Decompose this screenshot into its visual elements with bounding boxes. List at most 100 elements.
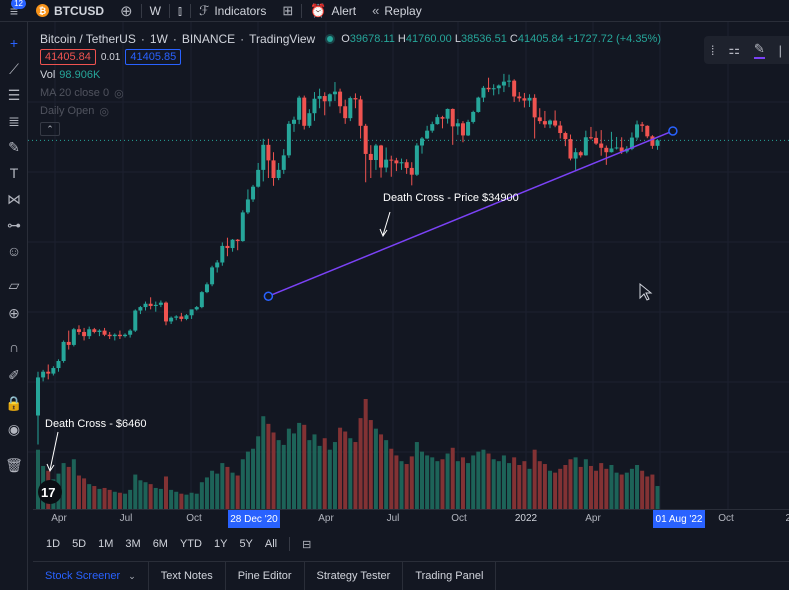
template-icon[interactable]: ⚏	[728, 42, 741, 57]
chart-legend: Bitcoin / TetherUS · 1W · BINANCE · Trad…	[40, 30, 661, 136]
volume-bar	[537, 461, 542, 509]
tab-strategy-tester[interactable]: Strategy Tester	[305, 561, 404, 590]
volume-bar	[440, 459, 445, 509]
zoom-in-icon[interactable]: ⊕	[8, 304, 20, 321]
sell-button[interactable]: 41405.84	[40, 49, 96, 65]
text-icon[interactable]: T	[9, 165, 19, 181]
layout-templates-button[interactable]: ⊞	[274, 0, 301, 22]
candle-body	[92, 329, 97, 332]
fib-icon[interactable]: ☰	[7, 86, 21, 103]
range-button-6m[interactable]: 6M	[152, 538, 168, 550]
candle-body	[317, 96, 322, 99]
tab-pine-editor[interactable]: Pine Editor	[226, 561, 305, 590]
daily-open-legend[interactable]: Daily Open ◎	[40, 102, 661, 120]
candle-body	[322, 96, 327, 102]
volume-bar	[619, 474, 624, 509]
volume-bar	[588, 465, 593, 509]
date-range-icon[interactable]: ⊟	[302, 538, 312, 551]
volume-bar	[332, 442, 337, 509]
pattern-icon[interactable]: ≣	[8, 112, 20, 129]
separator-dot: ·	[240, 32, 245, 46]
forecast-icon[interactable]: ⊶	[7, 216, 21, 233]
node-icon[interactable]: ⋈	[7, 190, 21, 207]
volume-bar	[420, 451, 424, 509]
trash-icon[interactable]: 🗑	[5, 456, 23, 473]
pencil-icon[interactable]: ✎	[753, 41, 765, 59]
eye-icon[interactable]: ◉	[7, 420, 21, 437]
eye-off-icon[interactable]: ◎	[99, 105, 110, 118]
indicators-button[interactable]: ℱ Indicators	[191, 0, 274, 22]
range-button-5y[interactable]: 5Y	[239, 538, 253, 550]
more-icon[interactable]: |	[778, 42, 783, 58]
replay-button[interactable]: « Replay	[364, 0, 430, 22]
lock-icon[interactable]: 🔒	[5, 394, 23, 411]
tab-stock-screener[interactable]: Stock Screener ⌄	[33, 561, 149, 590]
candle-body	[87, 329, 92, 337]
candle-body	[220, 245, 225, 263]
brush-icon[interactable]: ✎	[8, 138, 20, 155]
symbol-search-button[interactable]: ₿ BTCUSD	[28, 0, 112, 22]
tab-text-notes[interactable]: Text Notes	[149, 561, 226, 590]
crosshair-icon[interactable]: +	[9, 35, 19, 51]
time-axis[interactable]: Apr Jul Oct 28 Dec '20 Apr Jul Oct 2022 Apr 01 Au…	[33, 509, 789, 528]
chevron-down-icon[interactable]: ⌄	[128, 570, 136, 581]
candle-body	[420, 138, 424, 146]
candle-body	[619, 147, 624, 152]
range-button-5d[interactable]: 5D	[72, 538, 87, 550]
candle-body	[338, 91, 343, 107]
range-button-ytd[interactable]: YTD	[179, 538, 202, 550]
volume-bar	[297, 422, 302, 509]
volume-bar	[394, 455, 399, 509]
volume-legend[interactable]: Vol 98.906K	[40, 66, 661, 84]
magnet-icon[interactable]: ∩	[8, 339, 20, 355]
tab-trading-panel[interactable]: Trading Panel	[403, 561, 497, 590]
market-status-icon[interactable]	[327, 36, 334, 42]
ma-legend[interactable]: MA 20 close 0 ◎	[40, 84, 661, 102]
price-chart[interactable]: Death Cross - $6460 Death Cross - Price $…	[28, 22, 789, 509]
emoji-icon[interactable]: ☺	[6, 243, 22, 259]
separator-dot: ·	[140, 32, 145, 46]
time-tick-label: 2022	[514, 513, 538, 524]
compare-symbol-button[interactable]: ⊕	[112, 0, 141, 22]
alert-button[interactable]: ⏰ Alert	[302, 0, 364, 22]
tab-label: Trading Panel	[415, 570, 484, 582]
floating-drawing-toolbar[interactable]: ⁞ ⚏ ✎ |	[704, 36, 789, 64]
range-button-all[interactable]: All	[264, 538, 278, 550]
volume-bar	[266, 423, 271, 509]
candle-body	[614, 147, 619, 149]
drag-handle-icon[interactable]: ⁞	[710, 42, 715, 58]
trend-line-handle-start	[263, 291, 274, 301]
volume-bar	[460, 457, 465, 509]
candle-body	[312, 98, 317, 114]
notification-badge: 12	[11, 0, 26, 9]
range-button-1d[interactable]: 1D	[46, 538, 61, 550]
eye-off-icon[interactable]: ◎	[114, 87, 124, 100]
range-button-1y[interactable]: 1Y	[213, 538, 228, 550]
range-button-1m[interactable]: 1M	[98, 538, 114, 550]
main-menu-button[interactable]: ≡ 12	[0, 0, 28, 22]
volume-bar	[445, 453, 450, 509]
ruler-icon[interactable]: ▱	[8, 276, 20, 293]
candle-body	[225, 245, 230, 249]
volume-bar	[210, 470, 215, 509]
candle-body	[76, 329, 81, 332]
volume-bar	[204, 477, 209, 509]
volume-bar	[435, 461, 440, 509]
range-button-3m[interactable]: 3M	[125, 538, 141, 550]
chart-type-button[interactable]: ⫾	[170, 0, 190, 22]
toolbar-divider	[301, 3, 303, 18]
symbol-description[interactable]: Bitcoin / TetherUS	[40, 32, 136, 46]
volume-bar	[251, 448, 256, 509]
volume-bar	[491, 459, 496, 509]
candle-body	[256, 169, 261, 187]
bottom-panel-tabs: Stock Screener ⌄ Text Notes Pine Editor Stra…	[33, 561, 789, 590]
volume-bar	[640, 470, 645, 509]
collapse-legend-button[interactable]: ⌃	[40, 122, 60, 136]
buy-button[interactable]: 41405.85	[125, 49, 182, 65]
chart-pane[interactable]: Death Cross - $6460 Death Cross - Price $…	[28, 22, 789, 509]
ma-label: MA 20 close 0	[40, 87, 110, 99]
trend-line-icon[interactable]: ⟋	[9, 60, 19, 77]
interval-button[interactable]: W	[142, 0, 169, 22]
candle-body	[97, 330, 102, 332]
lock-drawing-icon[interactable]: ✐	[8, 366, 20, 383]
